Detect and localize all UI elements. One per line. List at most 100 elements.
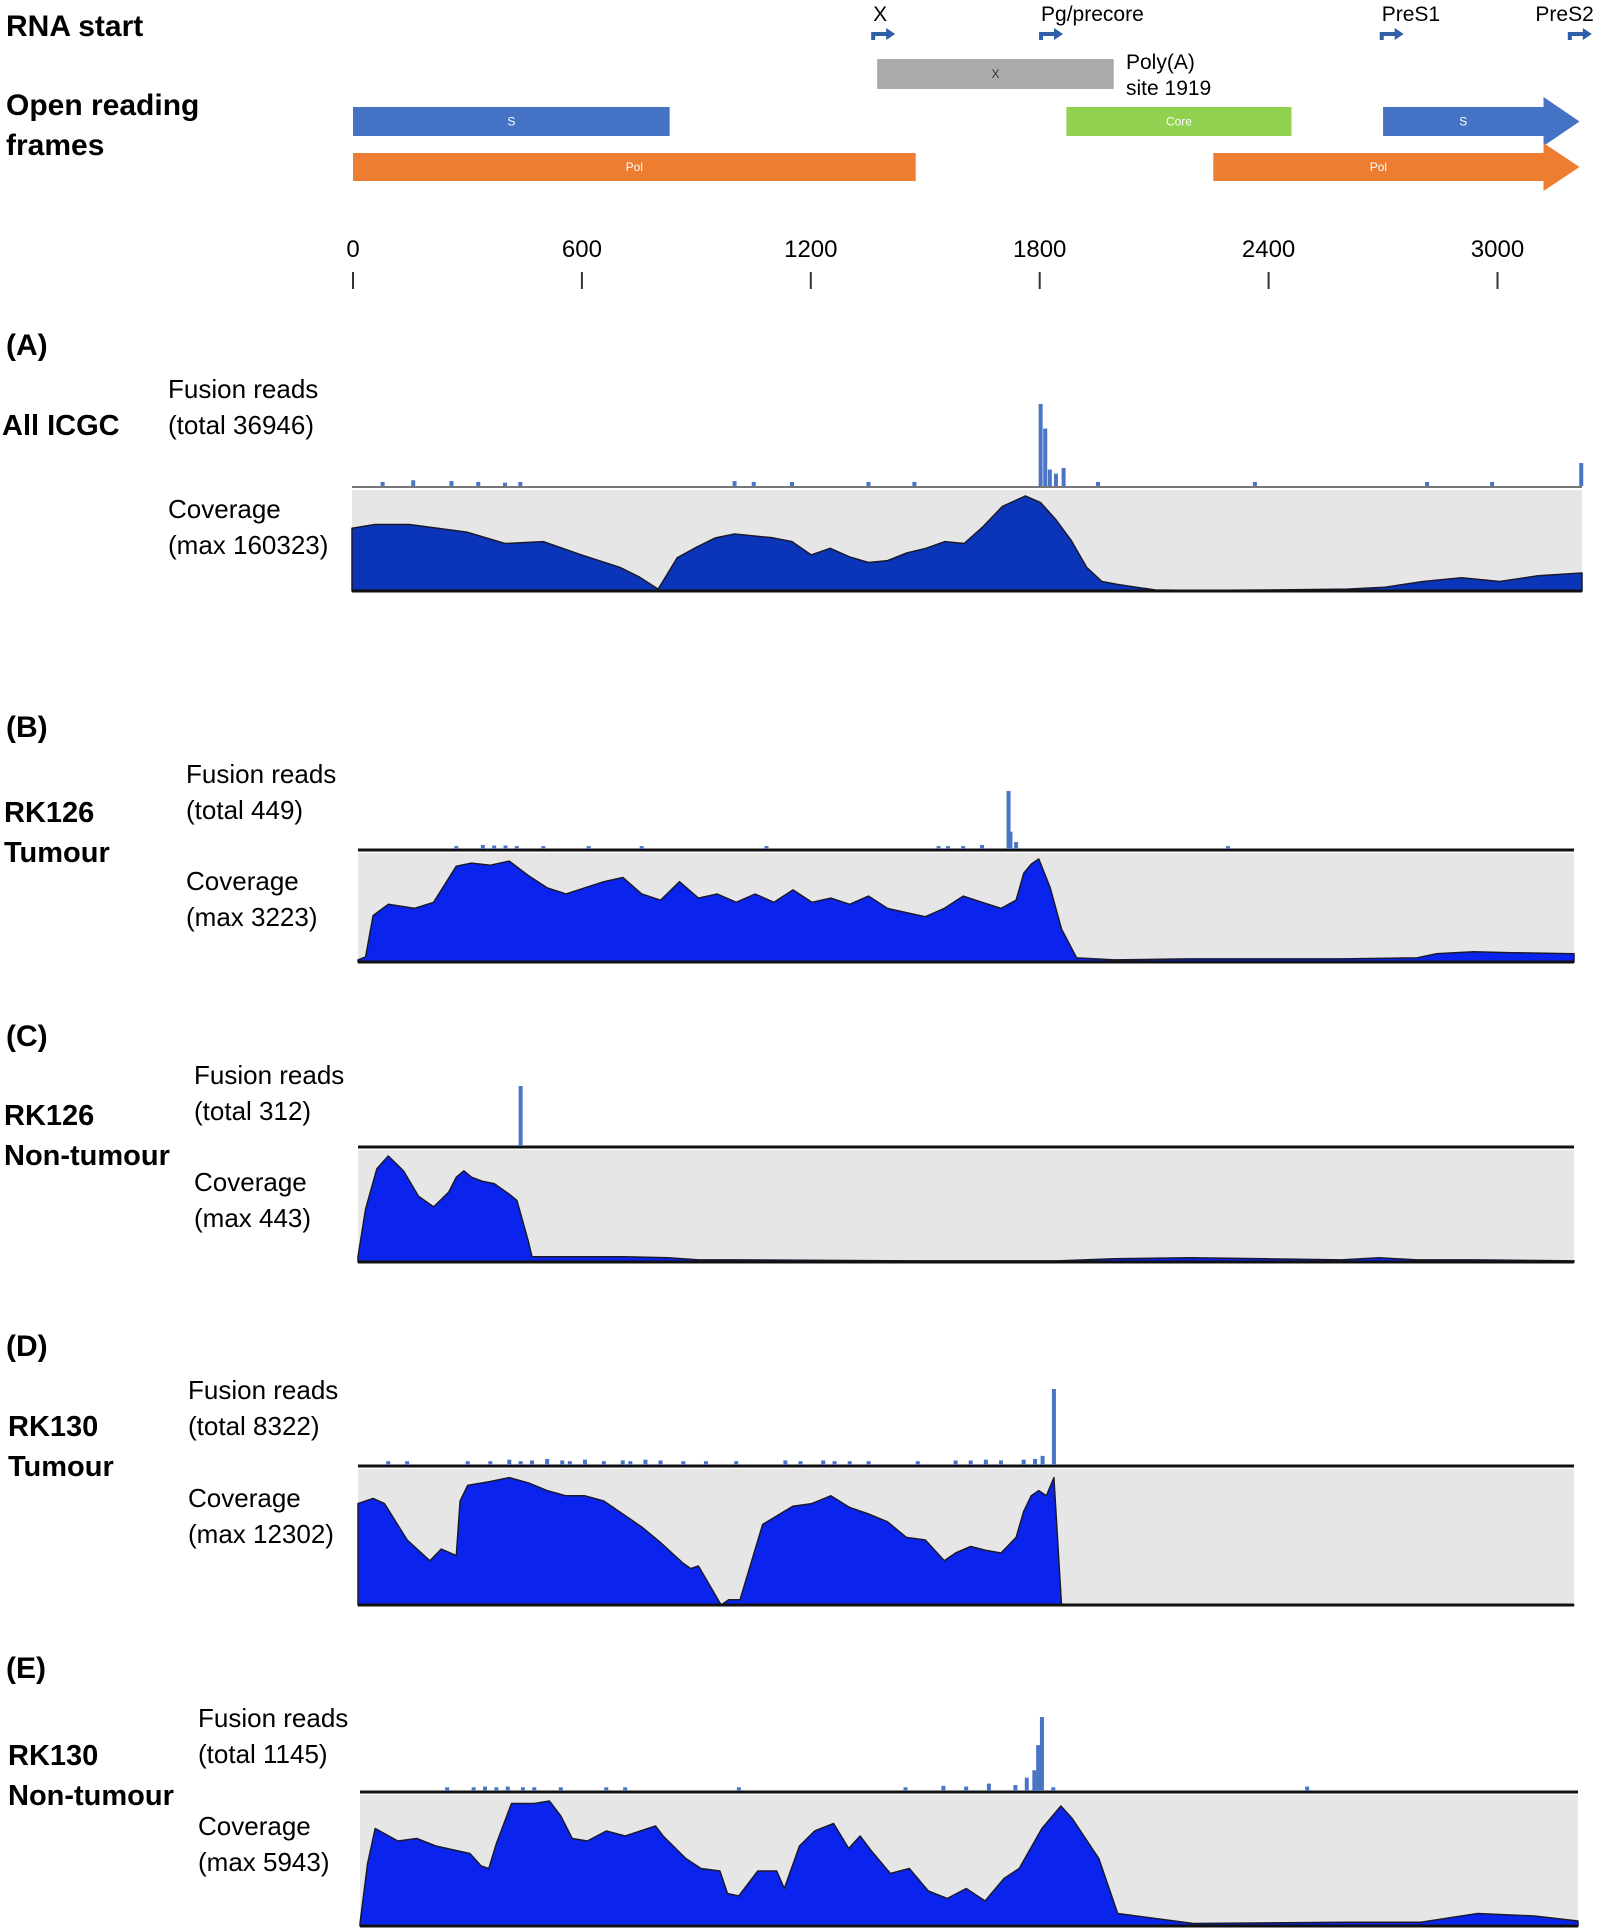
sample-name-line1: RK126 — [4, 797, 94, 829]
fusion-read-bar — [620, 1460, 625, 1465]
fusion-read-bar — [866, 481, 871, 486]
fusion-read-bar — [529, 1460, 534, 1465]
fusion-read-bar — [1043, 428, 1048, 486]
fusion-read-bar — [494, 1787, 499, 1791]
fusion-read-bar — [492, 845, 497, 849]
sample-name-line2: Tumour — [4, 837, 110, 869]
axis-tick-label: 0 — [346, 236, 359, 263]
fusion-read-bar — [601, 1461, 606, 1465]
sample-name-line2: Non-tumour — [8, 1780, 174, 1812]
tss-arrow-2 — [1379, 32, 1396, 40]
fusion-reads-total: (total 1145) — [198, 1739, 328, 1769]
coverage-area — [359, 1800, 1579, 1927]
panel-letter: (B) — [6, 711, 48, 744]
orf-s1-label: S — [507, 115, 515, 129]
fusion-reads-label: Fusion reads — [198, 1703, 348, 1733]
fusion-read-bar — [703, 1461, 708, 1465]
fusion-read-bar — [1021, 1459, 1026, 1465]
fusion-read-bar — [476, 481, 481, 486]
fusion-reads-label: Fusion reads — [188, 1375, 338, 1405]
panel-letter: (E) — [6, 1652, 46, 1685]
coverage-area — [351, 495, 1583, 592]
fusion-read-bar — [783, 1460, 788, 1465]
fusion-read-bar — [623, 1787, 628, 1791]
coverage-area — [357, 1476, 1575, 1606]
orf-label-line2: frames — [6, 129, 104, 162]
fusion-read-bar — [1047, 469, 1052, 486]
fusion-read-bar — [764, 846, 769, 849]
fusion-read-bar — [1096, 481, 1101, 486]
panel-b-labels: (B) RK126 Tumour Fusion reads (total 449… — [4, 711, 336, 932]
fusion-read-bar — [1061, 467, 1066, 486]
coverage-label: Coverage — [188, 1483, 301, 1513]
coverage-label: Coverage — [198, 1811, 311, 1841]
fusion-read-bar — [483, 1786, 488, 1791]
fusion-read-bar — [507, 1459, 512, 1465]
fusion-read-bar — [1039, 1717, 1044, 1791]
fusion-read-bar — [1032, 1770, 1037, 1791]
fusion-reads-total: (total 36946) — [168, 410, 314, 440]
fusion-reads-total: (total 312) — [194, 1096, 311, 1126]
panel-c-labels: (C) RK126 Non-tumour Fusion reads (total… — [4, 1020, 344, 1233]
fusion-read-bar — [1038, 404, 1043, 486]
panel-c-track — [357, 1086, 1575, 1264]
fusion-read-bar — [1490, 481, 1495, 486]
axis-tick-label: 600 — [562, 236, 602, 263]
coverage-track-background — [358, 1150, 1574, 1262]
polya-label-line1: Poly(A) — [1126, 51, 1195, 74]
fusion-read-bar — [604, 1787, 609, 1791]
coverage-max: (max 160323) — [168, 530, 328, 560]
fusion-read-bar — [681, 1461, 686, 1465]
fusion-reads-total: (total 8322) — [188, 1411, 320, 1441]
axis-tick-label: 1200 — [784, 236, 837, 263]
fusion-read-bar — [411, 480, 416, 486]
tss-arrow-1 — [1039, 32, 1056, 40]
fusion-read-bar — [1006, 791, 1011, 849]
tss-arrow-3 — [1567, 32, 1584, 40]
fusion-read-bar — [503, 482, 508, 486]
coverage-max: (max 443) — [194, 1203, 311, 1233]
fusion-read-bar — [1013, 1785, 1018, 1791]
coverage-label: Coverage — [168, 494, 281, 524]
fusion-read-bar — [445, 1787, 450, 1791]
tss-label-0: X — [873, 3, 887, 26]
panel-e-track — [359, 1717, 1579, 1928]
fusion-read-bar — [518, 1086, 523, 1146]
fusion-read-bar — [541, 846, 546, 849]
fusion-read-bar — [732, 481, 737, 486]
coverage-max: (max 12302) — [188, 1519, 334, 1549]
fusion-read-bar — [998, 1460, 1003, 1465]
fusion-read-bar — [480, 844, 485, 849]
fusion-reads-label: Fusion reads — [186, 759, 336, 789]
open-reading-frames: S S Pol Pol X Core — [353, 59, 1580, 191]
fusion-read-bar — [1024, 1777, 1029, 1791]
fusion-read-bar — [1008, 831, 1013, 849]
fusion-read-bar — [983, 1459, 988, 1465]
fusion-read-bar — [1225, 846, 1230, 849]
panel-a-track — [351, 404, 1584, 593]
fusion-read-bar — [903, 1787, 908, 1791]
fusion-read-bar — [1051, 1787, 1056, 1791]
orf-pol1-label: Pol — [626, 160, 643, 174]
fusion-read-bar — [628, 1461, 633, 1465]
fusion-read-bar — [545, 1458, 550, 1465]
fusion-read-bar — [405, 1461, 410, 1465]
fusion-reads-total: (total 449) — [186, 795, 303, 825]
panel-b-track — [357, 791, 1575, 964]
fusion-read-bar — [1014, 842, 1019, 849]
orf-label-line1: Open reading — [6, 89, 199, 122]
tss-label-1: Pg/precore — [1041, 3, 1144, 26]
fusion-read-bar — [454, 846, 459, 849]
fusion-read-bar — [658, 1460, 663, 1465]
fusion-read-bar — [488, 1461, 493, 1465]
fusion-read-bar — [471, 1787, 476, 1791]
coverage-label: Coverage — [186, 866, 299, 896]
coverage-max: (max 3223) — [186, 902, 318, 932]
axis-tick-label: 2400 — [1242, 236, 1295, 263]
fusion-read-bar — [1036, 1745, 1041, 1791]
coverage-area — [357, 1155, 1575, 1263]
fusion-read-bar — [518, 481, 523, 486]
coverage-area — [357, 858, 1575, 963]
fusion-read-bar — [964, 1786, 969, 1791]
sample-name: All ICGC — [2, 410, 120, 442]
